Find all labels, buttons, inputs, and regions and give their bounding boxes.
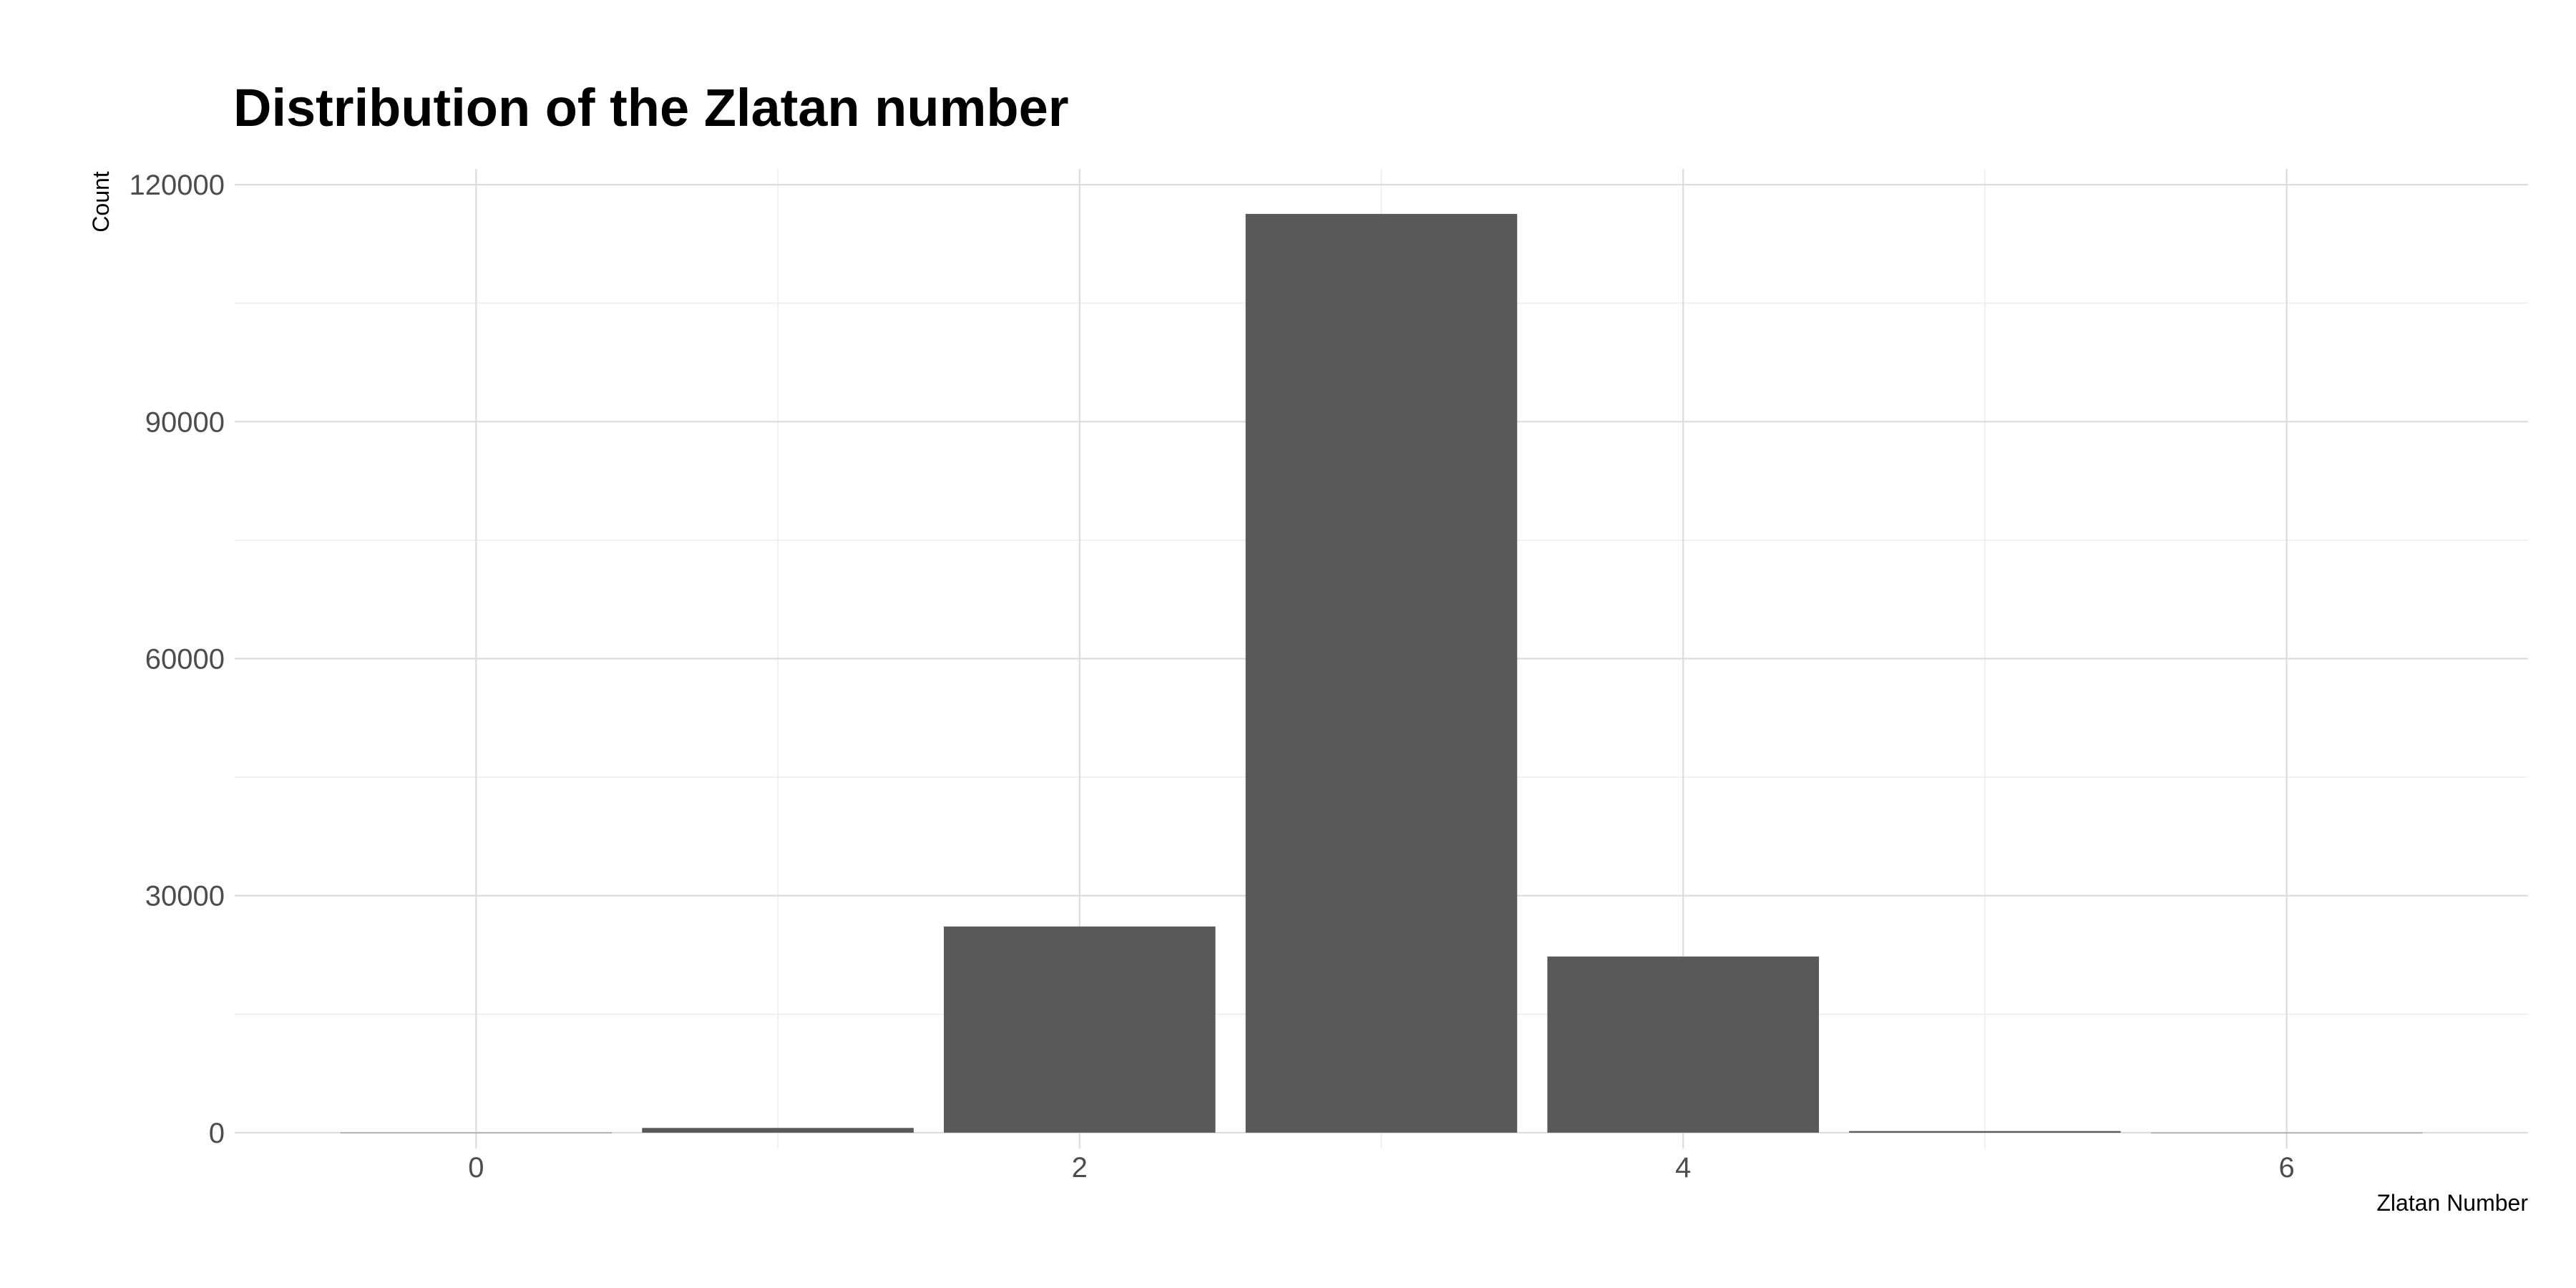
y-tick-label: 0	[209, 1118, 225, 1149]
bar-layer	[340, 213, 2423, 1133]
x-tick-label: 2	[1072, 1152, 1088, 1184]
bar-zlatan-1	[642, 1128, 914, 1133]
bar-zlatan-5	[1849, 1131, 2121, 1133]
x-tick-label: 6	[2279, 1152, 2295, 1184]
x-axis-title: Zlatan Number	[2376, 1190, 2528, 1216]
x-tick-label: 0	[468, 1152, 484, 1184]
chart-title: Distribution of the Zlatan number	[233, 78, 1069, 137]
bar-zlatan-2	[944, 926, 1216, 1133]
bar-zlatan-3	[1245, 213, 1518, 1133]
y-tick-label: 120000	[130, 170, 225, 201]
y-axis-title: Count	[88, 171, 114, 233]
y-tick-label: 30000	[145, 881, 225, 912]
y-tick-label: 90000	[145, 406, 225, 438]
x-tick-label: 4	[1675, 1152, 1691, 1184]
tick-label-layer: 0 2 4 6 0 30000 60000 90000 120000	[130, 170, 2295, 1184]
y-tick-label: 60000	[145, 644, 225, 675]
bar-zlatan-4	[1547, 956, 1819, 1133]
